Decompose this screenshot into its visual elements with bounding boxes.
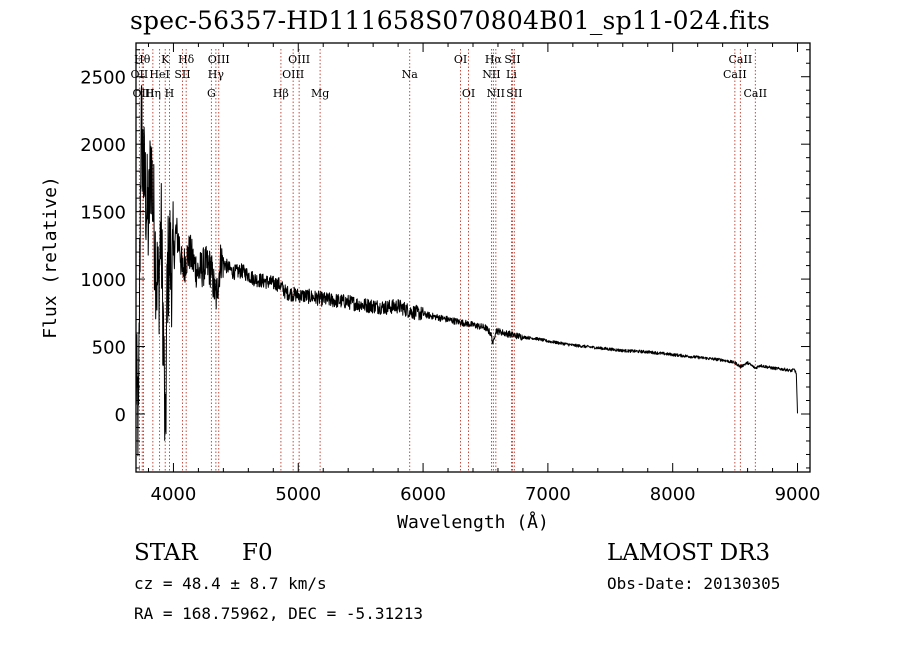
survey-name: LAMOST DR3: [607, 540, 771, 566]
x-tick-label: 9000: [775, 484, 821, 505]
line-marker-label: Li: [506, 68, 517, 81]
line-marker-label: SII: [174, 68, 190, 81]
y-tick-label: 1000: [80, 270, 126, 291]
x-axis-ticks: 4000 5000 6000 7000 8000 9000: [147, 43, 821, 505]
line-marker-label: Hγ: [208, 68, 225, 81]
line-marker-label: SII: [506, 87, 522, 100]
x-tick-label: 4000: [151, 484, 197, 505]
line-marker-label: CaII: [723, 68, 747, 81]
spectrum-line: [135, 85, 798, 457]
line-marker-label: OIII: [208, 53, 230, 66]
line-marker-label: HeI: [149, 68, 169, 81]
line-marker-label: SII: [504, 53, 520, 66]
y-axis-label: Flux (relative): [40, 176, 61, 339]
plot-frame: [135, 42, 811, 473]
y-tick-label: 0: [115, 405, 126, 426]
line-marker-label: OIII: [132, 87, 154, 100]
line-marker-label: OIII: [288, 53, 310, 66]
line-marker-label: Hβ: [273, 87, 289, 100]
line-marker-label: OII: [131, 68, 149, 81]
chart-title: spec-56357-HD111658S070804B01_sp11-024.f…: [129, 6, 771, 35]
line-marker-label: Hα: [485, 53, 503, 66]
x-tick-label: 7000: [525, 484, 571, 505]
line-marker-label: OI: [462, 87, 475, 100]
line-marker-group: [138, 49, 756, 472]
coordinates-text: RA = 168.75962, DEC = -5.31213: [134, 604, 423, 623]
line-marker-label: Na: [402, 68, 419, 81]
y-axis-ticks: 0 500 1000 1500 2000 2500: [80, 49, 810, 469]
line-marker-label: H: [165, 87, 175, 100]
x-tick-label: 8000: [650, 484, 696, 505]
line-marker-label: NII: [482, 68, 500, 81]
x-tick-label: 5000: [275, 484, 321, 505]
line-marker-labels: HθOIIOIIIHηHeIKHSIIHδGHγOIIIHβOIIIOIIIMg…: [131, 53, 768, 100]
y-tick-label: 2500: [80, 68, 126, 89]
y-tick-label: 500: [92, 338, 126, 359]
line-marker-label: OIII: [282, 68, 304, 81]
line-marker-label: G: [207, 87, 216, 100]
y-tick-label: 2000: [80, 135, 126, 156]
line-marker-label: CaII: [743, 87, 767, 100]
line-marker-label: NII: [487, 87, 505, 100]
line-marker-label: Mg: [311, 87, 329, 100]
x-tick-label: 6000: [400, 484, 446, 505]
line-marker-label: CaII: [729, 53, 753, 66]
line-marker-label: K: [161, 53, 170, 66]
spectrum-line-group: [135, 85, 798, 457]
line-marker-label: Hδ: [178, 53, 195, 66]
object-subclass: F0: [242, 540, 273, 566]
line-marker-label: OI: [454, 53, 467, 66]
object-class: STAR: [134, 540, 198, 566]
redshift-text: cz = 48.4 ± 8.7 km/s: [134, 574, 327, 593]
x-axis-label: Wavelength (Å): [397, 511, 549, 533]
line-marker-label: Hθ: [134, 53, 151, 66]
y-tick-label: 1500: [80, 203, 126, 224]
obs-date: Obs-Date: 20130305: [607, 574, 781, 593]
line-marker-label: Hη: [145, 87, 161, 100]
